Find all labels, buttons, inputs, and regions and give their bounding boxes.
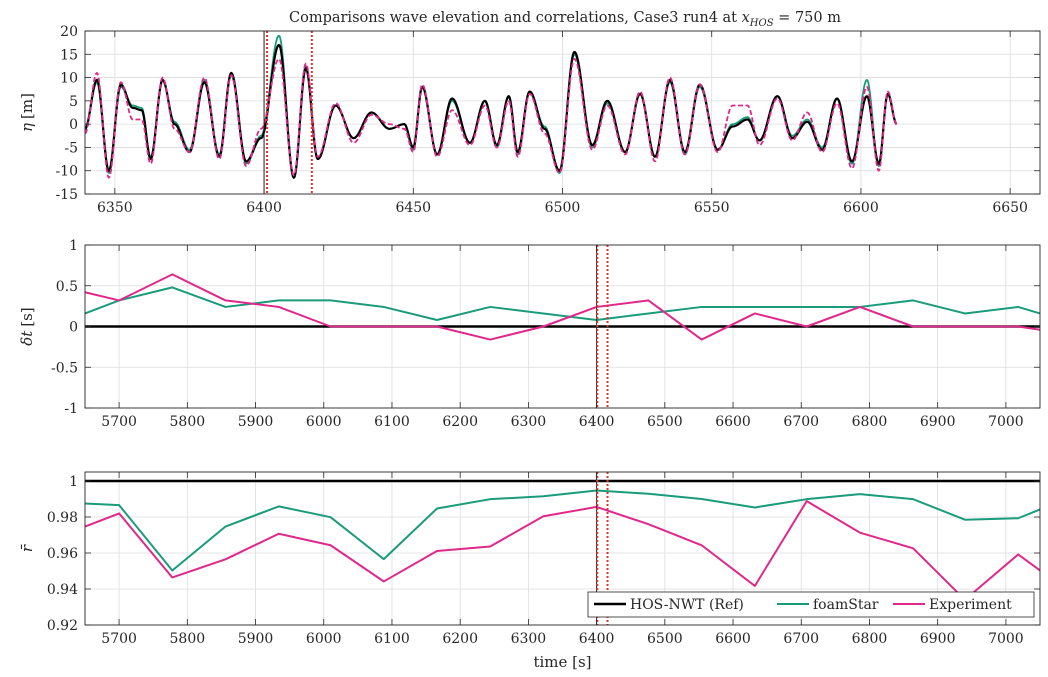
time-shift-x-tick-label: 5700 (101, 414, 137, 430)
time-shift-y-label-unit: [s] (18, 307, 36, 326)
wave-elevation-y-label-var: η (18, 123, 36, 132)
legend-box (587, 591, 1035, 618)
correlation-x-tick-label: 6700 (783, 631, 819, 647)
correlation-axes-box (84, 471, 1041, 626)
correlation-x-tick-label: 6400 (579, 631, 615, 647)
correlation-x-tick-label: 7000 (988, 631, 1024, 647)
correlation-experiment-line (84, 500, 1041, 601)
correlation-x-tick-label: 6000 (306, 631, 342, 647)
wave-elevation-y-tick-label: 0 (69, 117, 78, 133)
time-shift-x-tick-label: 6000 (306, 414, 342, 430)
correlation-x-ticks: 5700 5800 5900 6000 6100 6200 6300 6400 6500 6600… (101, 472, 1024, 647)
wave-elevation-x-tick-label: 6650 (992, 200, 1028, 216)
wave-elevation-y-tick-label: 5 (69, 94, 78, 110)
correlation-series (84, 479, 1041, 601)
wave-elevation-x-tick-label: 6600 (843, 200, 879, 216)
time-shift-x-tick-label: 6600 (715, 414, 751, 430)
correlation-foamstar-line (84, 489, 1041, 572)
time-shift-x-tick-label: 6400 (579, 414, 615, 430)
time-shift-y-tick-label: 0 (69, 320, 78, 336)
correlation-x-label: time [s] (533, 653, 591, 671)
time-shift-x-tick-label: 6200 (442, 414, 478, 430)
title-main: Comparisons wave elevation and correlati… (289, 10, 742, 26)
correlation-y-tick-label: 1 (69, 474, 78, 490)
correlation-y-ticks: 0.92 0.94 0.96 0.98 1 (47, 474, 1040, 634)
correlation-x-tick-label: 6500 (647, 631, 683, 647)
correlation-panel: 5700 5800 5900 6000 6100 6200 6300 6400 6500 6600… (18, 471, 1041, 671)
correlation-x-tick-label: 5700 (101, 631, 137, 647)
time-shift-x-tick-label: 5800 (170, 414, 206, 430)
title-var: x (742, 10, 750, 26)
wave-elevation-x-tick-label: 6350 (97, 200, 133, 216)
title-tail: = 750 m (774, 10, 842, 26)
title-sub: HOS (749, 18, 774, 29)
time-shift-y-ticks: -1 -0.5 0 0.5 1 (51, 238, 1040, 417)
time-shift-y-tick-label: 0.5 (56, 279, 78, 295)
correlation-x-tick-label: 5900 (238, 631, 274, 647)
wave-elevation-x-tick-label: 6500 (545, 200, 581, 216)
wave-elevation-x-ticks: 6350 6400 6450 6500 6550 6600 6650 (97, 31, 1028, 216)
legend: HOS-NWT (Ref) foamStar Experiment (587, 591, 1035, 618)
correlation-x-tick-label: 6300 (511, 631, 547, 647)
correlation-x-tick-label: 6900 (920, 631, 956, 647)
wave-elevation-x-tick-label: 6400 (246, 200, 282, 216)
wave-elevation-x-tick-label: 6550 (694, 200, 730, 216)
time-shift-series (84, 273, 1041, 341)
time-shift-panel: 5700 5800 5900 6000 6100 6200 6300 6400 6500 6600… (18, 238, 1041, 430)
legend-foamstar-label: foamStar (813, 597, 879, 613)
wave-elevation-y-tick-label: -10 (55, 164, 78, 180)
correlation-y-tick-label: 0.92 (47, 618, 78, 634)
wave-elevation-y-tick-label: -5 (64, 140, 78, 156)
wave-elevation-y-ticks: -15 -10 -5 0 5 10 15 20 (55, 24, 1040, 203)
wave-elevation-time-markers (263, 31, 313, 194)
time-shift-x-tick-label: 5900 (238, 414, 274, 430)
legend-experiment-label: Experiment (929, 597, 1012, 613)
time-shift-y-tick-label: 1 (69, 238, 78, 254)
wave-elevation-series (84, 34, 898, 179)
figure-title: Comparisons wave elevation and correlati… (289, 10, 841, 29)
correlation-x-tick-label: 6800 (852, 631, 888, 647)
time-shift-experiment-line (84, 273, 1041, 341)
time-shift-y-tick-label: -0.5 (51, 360, 78, 376)
wave-elevation-experiment-line (84, 58, 898, 179)
correlation-y-tick-label: 0.98 (47, 510, 78, 526)
correlation-y-tick-label: 0.96 (47, 546, 78, 562)
wave-elevation-panel: 6350 6400 6450 6500 6550 6600 6650 -15 -10 -5 0 5 1… (18, 24, 1041, 216)
time-shift-x-tick-label: 6100 (374, 414, 410, 430)
wave-elevation-y-label: η [m] (18, 93, 36, 132)
wave-elevation-y-label-unit: [m] (18, 93, 36, 119)
legend-ref-label: HOS-NWT (Ref) (630, 597, 744, 613)
time-shift-y-label-var: δt (18, 330, 36, 346)
wave-elevation-y-tick-label: 20 (60, 24, 78, 40)
correlation-x-tick-label: 5800 (170, 631, 206, 647)
time-shift-x-tick-label: 6500 (647, 414, 683, 430)
wave-elevation-y-tick-label: 10 (60, 71, 78, 87)
wave-elevation-y-tick-label: -15 (55, 187, 78, 203)
correlation-x-tick-label: 6200 (442, 631, 478, 647)
time-shift-x-tick-label: 6900 (920, 414, 956, 430)
correlation-y-label: r̄ (18, 544, 36, 552)
wave-elevation-y-tick-label: 15 (60, 47, 78, 63)
time-shift-x-ticks: 5700 5800 5900 6000 6100 6200 6300 6400 6500 6600… (101, 245, 1024, 430)
correlation-y-tick-label: 0.94 (47, 582, 78, 598)
time-shift-time-markers (596, 245, 609, 408)
correlation-x-tick-label: 6600 (715, 631, 751, 647)
wave-elevation-x-tick-label: 6450 (395, 200, 431, 216)
time-shift-x-tick-label: 6700 (783, 414, 819, 430)
time-shift-x-tick-label: 7000 (988, 414, 1024, 430)
time-shift-y-label: δt [s] (18, 307, 36, 345)
time-shift-x-tick-label: 6300 (511, 414, 547, 430)
time-shift-x-tick-label: 6800 (852, 414, 888, 430)
time-shift-y-tick-label: -1 (64, 401, 78, 417)
correlation-x-tick-label: 6100 (374, 631, 410, 647)
